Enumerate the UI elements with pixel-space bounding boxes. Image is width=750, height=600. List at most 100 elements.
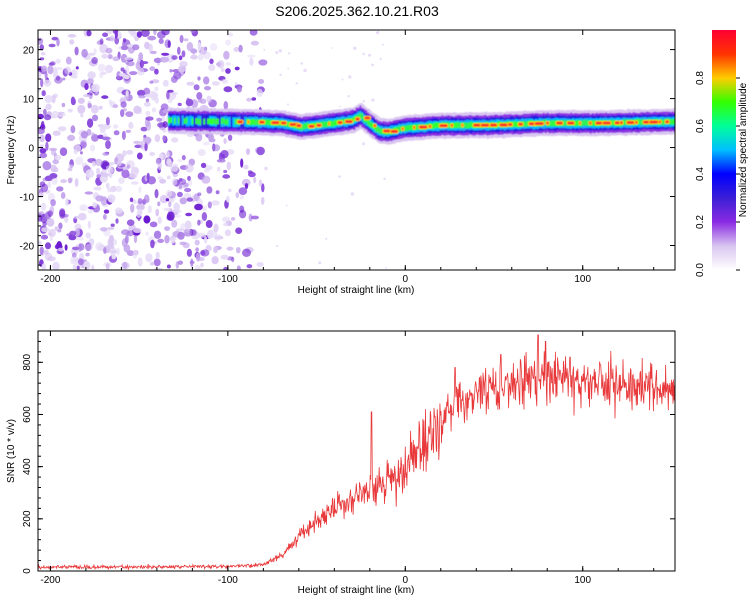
noise-blob bbox=[107, 237, 114, 248]
ridge-cell bbox=[183, 118, 187, 125]
noise-blob bbox=[97, 63, 106, 72]
noise-blob bbox=[183, 38, 189, 42]
ridge-cell bbox=[174, 118, 178, 124]
noise-blob bbox=[91, 160, 96, 167]
snr-axes: -200 -100 0 100 0 200 400 600 800 bbox=[22, 331, 675, 586]
ridge-cell bbox=[378, 127, 383, 134]
noise-blob bbox=[177, 178, 187, 185]
noise-blob bbox=[132, 249, 138, 259]
noise-blob bbox=[100, 227, 108, 232]
noise-blob bbox=[138, 95, 146, 99]
ridge-peak bbox=[595, 121, 602, 125]
noise-blob bbox=[39, 44, 44, 51]
noise-blob bbox=[236, 85, 242, 93]
noise-blob bbox=[118, 177, 125, 185]
noise-blob bbox=[170, 165, 179, 172]
noise-blob bbox=[176, 191, 183, 198]
noise-blob bbox=[128, 30, 136, 35]
noise-blob bbox=[136, 210, 142, 218]
ridge-cell bbox=[170, 117, 174, 124]
noise-blob bbox=[166, 211, 175, 221]
noise-blob bbox=[107, 194, 116, 203]
noise-blob bbox=[73, 75, 78, 79]
ridge-cell bbox=[564, 120, 568, 127]
ridge-cell bbox=[579, 120, 584, 127]
noise-blob bbox=[173, 71, 182, 80]
noise-blob bbox=[249, 30, 258, 36]
noise-blob bbox=[110, 223, 115, 227]
ridge-cell bbox=[447, 121, 451, 128]
noise-blob bbox=[80, 140, 86, 148]
noise-blob bbox=[225, 68, 231, 74]
noise-blob bbox=[109, 35, 115, 42]
noise-blob bbox=[39, 57, 45, 61]
noise-blob bbox=[171, 178, 178, 186]
noise-blob bbox=[154, 134, 161, 143]
noise-blob bbox=[208, 64, 216, 72]
noise-blob bbox=[256, 146, 265, 156]
noise-blob bbox=[147, 205, 152, 214]
noise-blob bbox=[231, 256, 235, 263]
x-tick-label: -100 bbox=[218, 274, 238, 285]
ridge-cell bbox=[513, 121, 517, 127]
noise-blob bbox=[184, 220, 192, 230]
ridge-cell bbox=[591, 120, 595, 127]
spectrogram-x-label: Height of straight line (km) bbox=[298, 285, 415, 296]
ridge-peak bbox=[534, 122, 544, 125]
noise-blob bbox=[80, 131, 89, 139]
noise-blob bbox=[77, 104, 86, 114]
ridge-cell bbox=[371, 122, 375, 129]
noise-blob bbox=[256, 262, 264, 267]
ridge-cell bbox=[410, 124, 414, 131]
noise-blob bbox=[51, 36, 59, 41]
noise-blob bbox=[224, 229, 232, 237]
noise-blob bbox=[153, 258, 161, 267]
noise-blob bbox=[96, 174, 101, 178]
noise-blob bbox=[145, 253, 153, 263]
ridge-cell bbox=[300, 124, 304, 131]
noise-blob bbox=[193, 84, 200, 91]
noise-blob bbox=[179, 34, 184, 44]
snr-x-label: Height of straight line (km) bbox=[298, 585, 415, 596]
noise-blob bbox=[114, 30, 118, 39]
noise-blob bbox=[146, 172, 150, 180]
noise-blob bbox=[74, 215, 79, 219]
ridge-cell bbox=[468, 122, 472, 129]
noise-blob bbox=[51, 148, 56, 156]
noise-blob bbox=[113, 124, 119, 129]
noise-blob bbox=[238, 44, 243, 53]
ridge-cell bbox=[265, 119, 269, 126]
noise-blob bbox=[89, 144, 96, 152]
noise-blob bbox=[197, 149, 206, 156]
noise-blob bbox=[207, 133, 215, 141]
ridge-peak bbox=[626, 121, 635, 124]
ridge-cell bbox=[470, 121, 474, 128]
noise-blob bbox=[247, 54, 256, 58]
noise-blob bbox=[112, 104, 119, 108]
ridge-cell bbox=[189, 115, 193, 126]
ridge-peak bbox=[665, 120, 669, 124]
noise-blob bbox=[171, 219, 178, 228]
noise-blob bbox=[125, 129, 132, 133]
noise-blob bbox=[137, 257, 143, 267]
noise-blob bbox=[90, 104, 99, 114]
noise-blob bbox=[41, 90, 46, 97]
noise-blob bbox=[318, 261, 322, 265]
noise-blob bbox=[120, 45, 129, 51]
noise-blob bbox=[278, 49, 282, 53]
noise-blob bbox=[231, 217, 236, 221]
noise-blob bbox=[63, 216, 69, 223]
ridge-cell bbox=[455, 122, 459, 129]
noise-blob bbox=[140, 141, 144, 150]
noise-blob bbox=[76, 265, 80, 270]
noise-blob bbox=[92, 202, 97, 208]
ridge-cell bbox=[330, 120, 334, 127]
noise-blob bbox=[105, 263, 110, 270]
noise-blob bbox=[149, 66, 156, 72]
noise-blob bbox=[223, 138, 227, 144]
y-tick-label: 10 bbox=[23, 95, 35, 106]
ridge-cell bbox=[542, 119, 547, 126]
noise-blob bbox=[87, 102, 92, 109]
noise-blob bbox=[285, 204, 288, 207]
noise-blob bbox=[385, 267, 387, 269]
